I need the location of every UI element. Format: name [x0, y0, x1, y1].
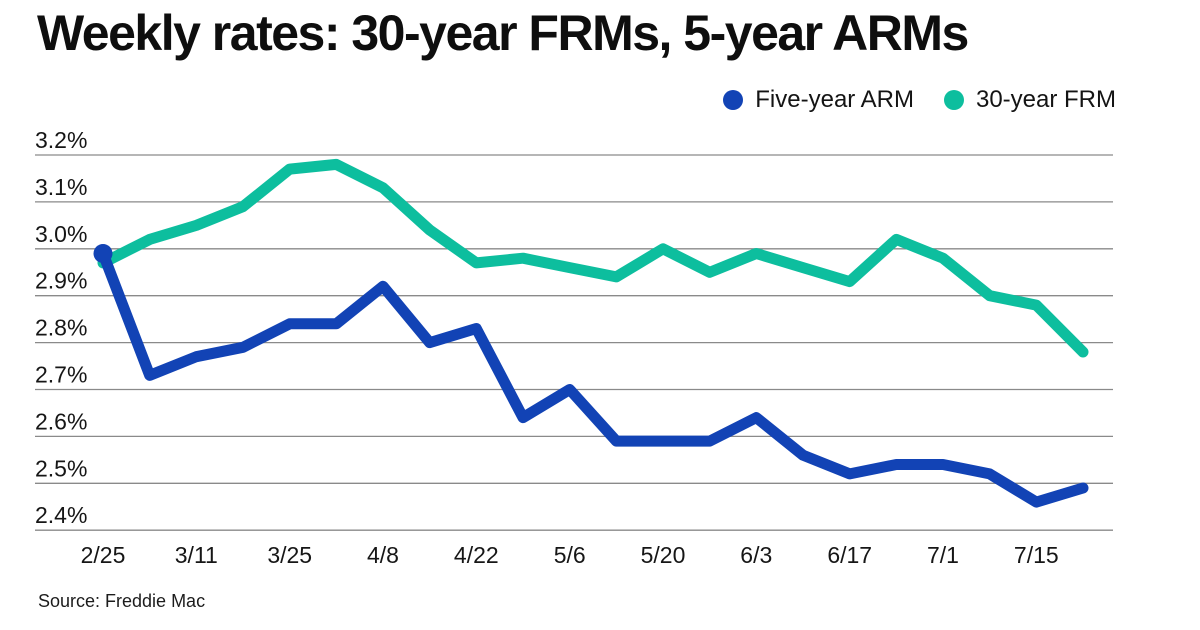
y-tick-label: 2.9% — [35, 268, 87, 294]
x-tick-label: 6/17 — [827, 542, 872, 568]
y-tick-label: 2.6% — [35, 408, 87, 434]
source-note: Source: Freddie Mac — [38, 591, 206, 611]
x-tick-label: 3/25 — [267, 542, 312, 568]
y-tick-label: 2.5% — [35, 455, 87, 481]
y-tick-label: 3.2% — [35, 127, 87, 153]
y-tick-label: 3.0% — [35, 221, 87, 247]
x-tick-label: 4/8 — [367, 542, 399, 568]
x-tick-label: 2/25 — [81, 542, 126, 568]
x-tick-label: 7/1 — [927, 542, 959, 568]
legend: Five-year ARM 30-year FRM — [723, 86, 1116, 114]
y-tick-label: 2.8% — [35, 315, 87, 341]
chart-title: Weekly rates: 30-year FRMs, 5-year ARMs — [37, 5, 969, 61]
series-start-dot-five-year-arm — [93, 244, 113, 263]
x-tick-label: 6/3 — [740, 542, 772, 568]
series-line-30-year-frm — [97, 158, 1089, 358]
x-tick-label: 3/11 — [175, 542, 218, 568]
legend-label-five-year-arm: Five-year ARM — [755, 86, 914, 113]
arm-legend-dot-icon — [723, 90, 744, 110]
x-tick-label: 5/20 — [641, 542, 686, 568]
legend-label-30-year-frm: 30-year FRM — [975, 86, 1116, 113]
x-tick-label: 7/15 — [1014, 542, 1059, 568]
y-tick-label: 2.7% — [35, 362, 87, 388]
x-tick-label: 4/22 — [454, 542, 499, 568]
legend-item-five-year-arm: Five-year ARM — [723, 86, 914, 114]
y-tick-label: 2.4% — [35, 502, 87, 528]
series-line-five-year-arm — [97, 248, 1089, 508]
legend-item-30-year-frm: 30-year FRM — [943, 86, 1116, 114]
frm-legend-dot-icon — [943, 90, 964, 110]
y-tick-label: 3.1% — [35, 174, 87, 200]
x-tick-label: 5/6 — [554, 542, 586, 568]
